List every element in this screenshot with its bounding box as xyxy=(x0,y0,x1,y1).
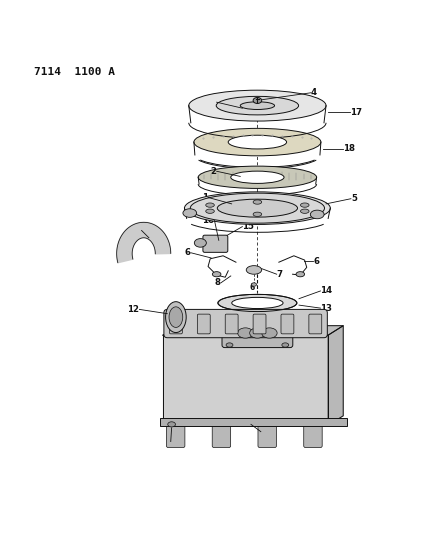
Ellipse shape xyxy=(206,209,214,213)
Ellipse shape xyxy=(246,265,262,274)
Ellipse shape xyxy=(206,203,214,207)
FancyBboxPatch shape xyxy=(222,321,293,348)
Ellipse shape xyxy=(231,171,284,183)
Text: 18: 18 xyxy=(343,144,355,153)
Ellipse shape xyxy=(198,166,317,189)
Ellipse shape xyxy=(310,210,324,219)
Ellipse shape xyxy=(189,90,326,121)
Ellipse shape xyxy=(296,272,305,277)
Text: 6: 6 xyxy=(313,257,319,266)
Text: 13: 13 xyxy=(320,304,332,313)
Ellipse shape xyxy=(166,302,186,333)
Ellipse shape xyxy=(168,422,175,427)
Ellipse shape xyxy=(183,209,196,217)
Text: 17: 17 xyxy=(350,108,362,117)
Text: 8: 8 xyxy=(215,278,221,287)
Ellipse shape xyxy=(184,192,330,224)
Text: 1: 1 xyxy=(202,193,208,202)
Ellipse shape xyxy=(194,239,206,247)
Text: 3: 3 xyxy=(211,98,217,107)
Ellipse shape xyxy=(250,328,265,338)
FancyBboxPatch shape xyxy=(253,314,266,334)
Ellipse shape xyxy=(282,343,289,347)
Polygon shape xyxy=(117,222,171,263)
Ellipse shape xyxy=(238,328,253,338)
Text: 12: 12 xyxy=(127,305,139,314)
Polygon shape xyxy=(328,326,343,425)
FancyBboxPatch shape xyxy=(281,314,294,334)
Text: 7114  1100 A: 7114 1100 A xyxy=(34,67,115,77)
Ellipse shape xyxy=(221,312,294,336)
Text: 11: 11 xyxy=(165,437,177,446)
Text: 5: 5 xyxy=(351,194,357,203)
Text: 6: 6 xyxy=(250,283,255,292)
Ellipse shape xyxy=(226,343,233,347)
Ellipse shape xyxy=(253,200,262,204)
Ellipse shape xyxy=(217,199,297,217)
FancyBboxPatch shape xyxy=(258,424,276,448)
Ellipse shape xyxy=(300,209,309,213)
Polygon shape xyxy=(163,326,343,335)
FancyBboxPatch shape xyxy=(203,235,228,252)
Ellipse shape xyxy=(190,193,324,223)
Text: 6: 6 xyxy=(185,248,191,257)
Ellipse shape xyxy=(218,294,297,312)
Ellipse shape xyxy=(194,128,321,156)
Ellipse shape xyxy=(212,272,221,277)
Text: 4: 4 xyxy=(311,88,317,97)
FancyBboxPatch shape xyxy=(225,314,238,334)
Ellipse shape xyxy=(253,212,262,216)
FancyBboxPatch shape xyxy=(166,424,185,448)
FancyBboxPatch shape xyxy=(197,314,210,334)
FancyBboxPatch shape xyxy=(212,424,231,448)
FancyBboxPatch shape xyxy=(164,309,327,338)
Text: 7: 7 xyxy=(277,270,283,279)
FancyBboxPatch shape xyxy=(309,314,322,334)
Ellipse shape xyxy=(262,328,277,338)
Ellipse shape xyxy=(253,98,262,103)
Ellipse shape xyxy=(300,203,309,207)
Ellipse shape xyxy=(169,307,183,327)
Ellipse shape xyxy=(232,297,283,309)
Ellipse shape xyxy=(228,135,287,149)
FancyBboxPatch shape xyxy=(169,314,182,334)
Text: 15: 15 xyxy=(242,222,254,231)
Polygon shape xyxy=(163,335,328,425)
Ellipse shape xyxy=(216,96,299,115)
Text: 16: 16 xyxy=(202,216,214,225)
Text: 2: 2 xyxy=(211,167,217,176)
Ellipse shape xyxy=(240,102,275,109)
Ellipse shape xyxy=(251,283,257,286)
Text: 10: 10 xyxy=(261,427,273,436)
Bar xyxy=(160,418,347,426)
Text: 9: 9 xyxy=(136,226,142,235)
Text: 14: 14 xyxy=(320,286,332,295)
FancyBboxPatch shape xyxy=(304,424,322,448)
